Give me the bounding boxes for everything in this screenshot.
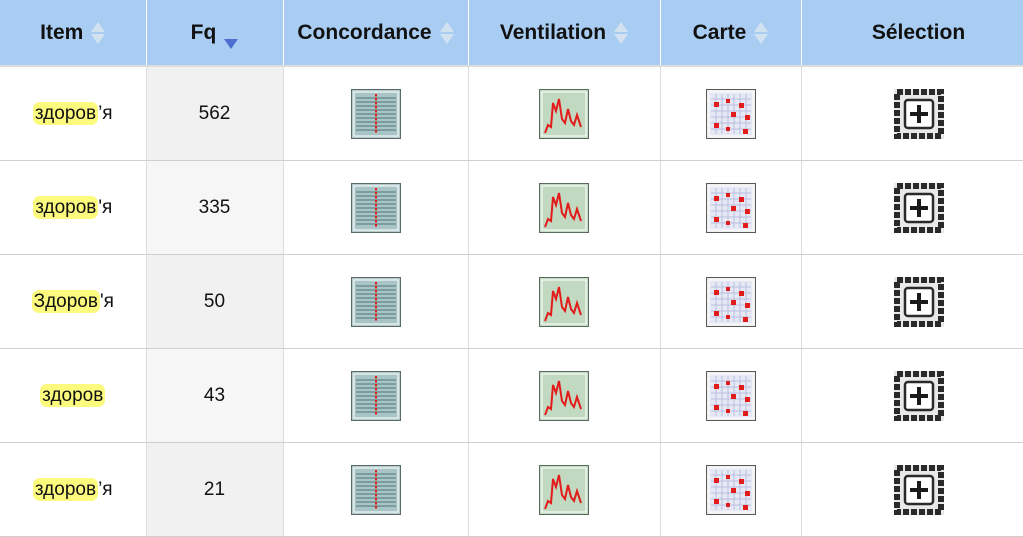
item-text[interactable]: здоров’я [32, 101, 113, 125]
carte-cell [660, 160, 802, 255]
ventilation-cell [468, 160, 661, 255]
concordance-icon[interactable] [350, 276, 401, 327]
add-selection-icon[interactable] [893, 370, 944, 421]
concordance-cell [283, 65, 469, 161]
fq-cell: 335 [146, 160, 284, 255]
table-row: Здоров'я 50 [0, 254, 1023, 349]
table-row: здоров’я 562 [0, 65, 1023, 161]
header-ventilation[interactable]: Ventilation [468, 0, 661, 66]
item-cell: здоров’я [0, 442, 147, 537]
item-match-highlight: Здоров [31, 289, 100, 313]
item-text[interactable]: здоров [40, 383, 106, 407]
carte-cell [660, 254, 802, 349]
concordance-icon[interactable] [350, 182, 401, 233]
selection-cell [801, 65, 1023, 161]
sort-icon[interactable] [754, 20, 769, 46]
ventilation-chart-icon[interactable] [539, 182, 589, 233]
add-selection-icon[interactable] [893, 88, 944, 139]
ventilation-chart-icon[interactable] [539, 276, 589, 327]
ventilation-cell [468, 442, 661, 537]
sort-icon[interactable] [439, 20, 454, 46]
concordance-icon[interactable] [350, 370, 401, 421]
header-fq-label: Fq [190, 20, 217, 44]
sort-icon[interactable] [91, 20, 106, 46]
ventilation-chart-icon[interactable] [539, 88, 589, 139]
fq-cell: 50 [146, 254, 284, 349]
table-row: здоров'я 335 [0, 160, 1023, 255]
header-ventilation-label: Ventilation [499, 20, 607, 44]
sort-icon[interactable] [614, 20, 629, 46]
add-selection-icon[interactable] [893, 182, 944, 233]
concordance-icon[interactable] [350, 88, 401, 139]
ventilation-chart-icon[interactable] [539, 370, 589, 421]
item-suffix: 'я [98, 196, 113, 218]
header-row: Item Fq Concordance Ventilation [0, 0, 1023, 66]
header-selection: Sélection [801, 0, 1023, 66]
concordance-cell [283, 254, 469, 349]
ventilation-cell [468, 254, 661, 349]
selection-cell [801, 254, 1023, 349]
item-text[interactable]: здоров'я [33, 195, 113, 219]
carte-cell [660, 442, 802, 537]
ventilation-cell [468, 348, 661, 443]
item-text[interactable]: Здоров'я [31, 289, 114, 313]
item-cell: здоров'я [0, 160, 147, 255]
header-concordance[interactable]: Concordance [283, 0, 469, 66]
fq-cell: 43 [146, 348, 284, 443]
map-grid-icon[interactable] [705, 88, 756, 139]
selection-cell [801, 160, 1023, 255]
map-grid-icon[interactable] [705, 370, 756, 421]
add-selection-icon[interactable] [893, 464, 944, 515]
map-grid-icon[interactable] [705, 276, 756, 327]
item-cell: здоров [0, 348, 147, 443]
header-item-label: Item [40, 20, 84, 44]
fq-cell: 21 [146, 442, 284, 537]
item-cell: Здоров'я [0, 254, 147, 349]
add-selection-icon[interactable] [893, 276, 944, 327]
fq-cell: 562 [146, 65, 284, 161]
concordance-icon[interactable] [350, 464, 401, 515]
ventilation-chart-icon[interactable] [539, 464, 589, 515]
concordance-cell [283, 348, 469, 443]
header-selection-label: Sélection [871, 20, 966, 44]
selection-cell [801, 348, 1023, 443]
item-match-highlight: здоров [33, 195, 99, 219]
selection-cell [801, 442, 1023, 537]
item-suffix: ’я [98, 102, 113, 124]
header-item[interactable]: Item [0, 0, 147, 66]
ventilation-cell [468, 65, 661, 161]
header-carte-label: Carte [692, 20, 747, 44]
concordance-cell [283, 442, 469, 537]
item-cell: здоров’я [0, 65, 147, 161]
item-text[interactable]: здоров’я [32, 477, 113, 501]
item-match-highlight: здоров [32, 477, 99, 501]
sort-desc-icon[interactable] [224, 20, 239, 49]
item-suffix: ’я [98, 478, 113, 500]
item-suffix: 'я [99, 290, 114, 312]
concordance-cell [283, 160, 469, 255]
map-grid-icon[interactable] [705, 182, 756, 233]
header-fq[interactable]: Fq [146, 0, 284, 66]
item-match-highlight: здоров [32, 101, 99, 125]
carte-cell [660, 348, 802, 443]
carte-cell [660, 65, 802, 161]
table-row: здоров 43 [0, 348, 1023, 443]
table-row: здоров’я 21 [0, 442, 1023, 537]
map-grid-icon[interactable] [705, 464, 756, 515]
header-concordance-label: Concordance [297, 20, 432, 44]
item-match-highlight: здоров [40, 383, 106, 407]
header-carte[interactable]: Carte [660, 0, 802, 66]
